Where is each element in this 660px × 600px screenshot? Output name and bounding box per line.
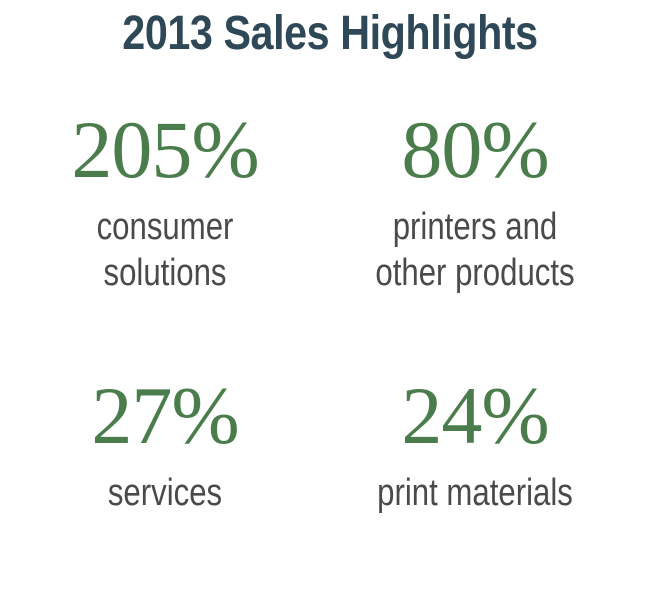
highlight-value: 24% [401,370,549,461]
highlight-value: 80% [401,104,549,195]
highlight-label: services [107,472,223,514]
highlight-consumer-solutions: 205% consumer solutions [0,108,330,296]
highlight-value: 205% [71,104,259,195]
highlight-services: 27% services [0,374,330,516]
highlight-label: consumer solutions [96,206,234,294]
highlight-value: 27% [91,370,239,461]
page-title: 2013 Sales Highlights [122,7,538,60]
highlight-label: printers and other products [375,206,575,294]
highlight-printers-other-products: 80% printers and other products [310,108,640,296]
highlight-label: print materials [377,472,573,514]
highlight-print-materials: 24% print materials [310,374,640,516]
